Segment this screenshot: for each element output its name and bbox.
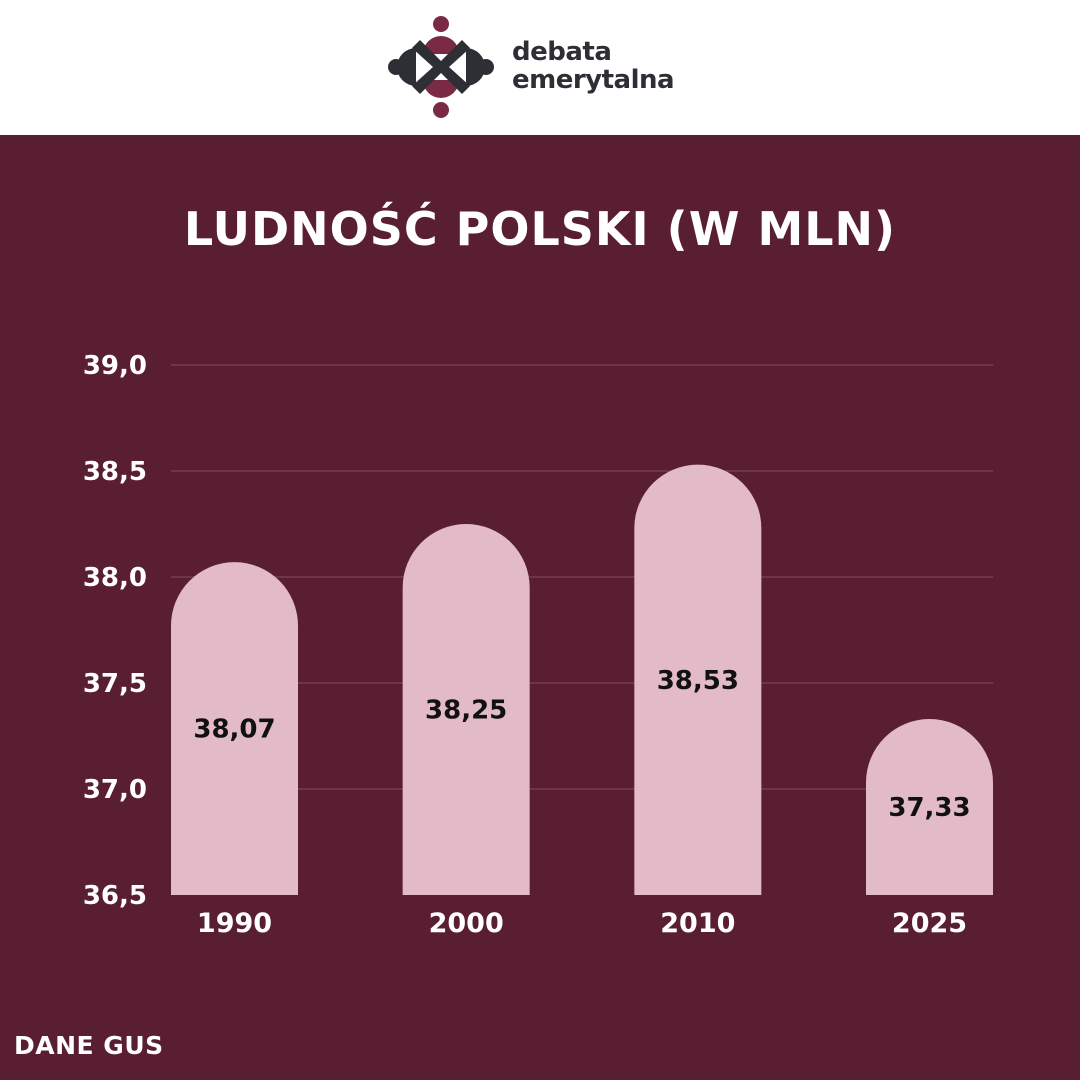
data-label: 38,25 <box>425 696 507 726</box>
y-tick-label: 36,5 <box>83 881 147 911</box>
bar <box>402 524 530 895</box>
y-tick-label: 37,5 <box>83 669 147 699</box>
bar <box>866 719 993 895</box>
y-axis-ticks: 36,5 37,0 37,5 38,0 38,5 39,0 <box>83 351 147 911</box>
x-tick-label: 2010 <box>660 908 735 939</box>
x-tick-label: 1990 <box>197 908 272 939</box>
bar <box>171 562 298 895</box>
bars <box>171 464 993 895</box>
data-labels: 38,07 38,25 38,53 37,33 <box>193 666 970 823</box>
bar <box>634 464 762 895</box>
data-label: 38,53 <box>657 666 739 696</box>
x-axis-ticks: 1990 2000 2010 2025 <box>197 908 967 939</box>
source-label: DANE GUS <box>14 1031 164 1060</box>
x-tick-label: 2000 <box>429 908 504 939</box>
data-label: 38,07 <box>193 715 275 745</box>
brand-name: debata emerytalna <box>512 37 675 95</box>
brand-name-line2: emerytalna <box>512 65 675 95</box>
y-tick-label: 38,0 <box>83 563 147 593</box>
y-tick-label: 37,0 <box>83 775 147 805</box>
y-tick-label: 39,0 <box>83 351 147 381</box>
four-people-circle-icon <box>388 16 494 118</box>
data-label: 37,33 <box>888 793 970 823</box>
chart-title: LUDNOŚĆ POLSKI (W MLN) <box>184 202 896 256</box>
brand-name-line1: debata <box>512 37 612 67</box>
gridlines <box>171 364 993 790</box>
header-bar: debata emerytalna <box>0 0 1080 135</box>
x-tick-label: 2025 <box>892 908 967 939</box>
y-tick-label: 38,5 <box>83 457 147 487</box>
